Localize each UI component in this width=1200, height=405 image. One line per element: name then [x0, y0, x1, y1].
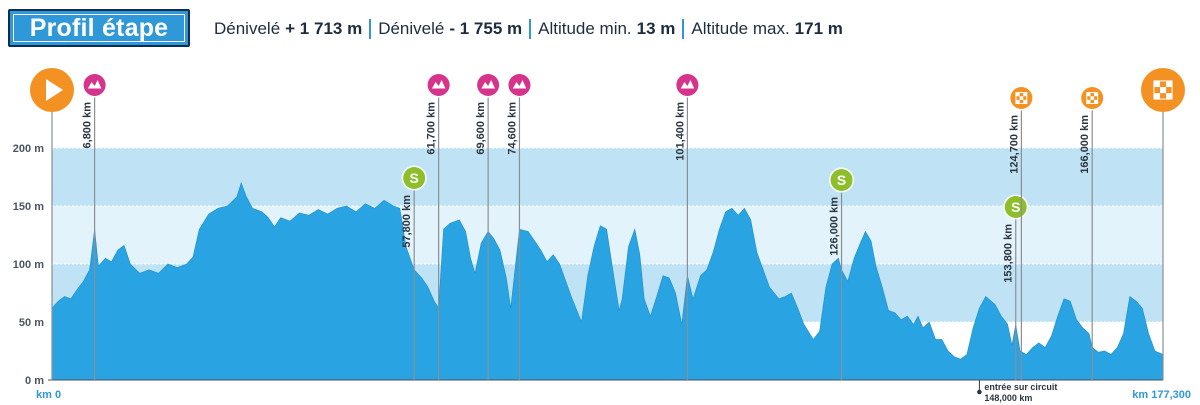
marker-kom: 6,800 km — [82, 72, 108, 380]
flag-square — [1160, 87, 1167, 94]
sprint-marker-icon — [403, 167, 426, 189]
stat-elevation-gain: Dénivelé + 1 713 m — [214, 19, 362, 39]
flag-square — [1015, 92, 1020, 97]
annotation-label: entrée sur circuit — [984, 382, 1057, 392]
stat-value: - 1 755 m — [449, 19, 523, 38]
stat-separator — [529, 19, 532, 39]
annotation-dot — [977, 389, 982, 395]
stat-altitude-min: Altitude min. 13 m — [538, 19, 675, 39]
sprint-letter: S — [837, 172, 846, 188]
marker-kom: 101,400 km — [674, 72, 700, 380]
kom-marker-icon — [477, 74, 500, 96]
marker-km-label: 124,700 km — [1008, 115, 1020, 174]
stat-label: Altitude min. — [538, 19, 632, 38]
x-tick-label: km 177,300 — [1132, 389, 1191, 401]
flag-square — [1153, 93, 1161, 100]
marker-km-label: 61,700 km — [426, 102, 438, 155]
stat-separator — [369, 19, 372, 39]
flag-square — [1086, 99, 1091, 104]
flag-outline — [1086, 92, 1099, 104]
page-title: Profil étape — [29, 13, 169, 42]
stat-separator — [682, 19, 685, 39]
stat-label: Altitude max. — [691, 19, 790, 38]
marker-sprint: S 126,000 km — [829, 167, 855, 380]
stage-profile-title-box: Profil étape — [8, 9, 190, 47]
flag-outline — [1015, 92, 1028, 104]
marker-kom: 69,600 km — [475, 72, 501, 380]
marker-km-label: 74,600 km — [506, 102, 518, 155]
flag-square — [1094, 92, 1098, 97]
marker-km-label: 166,000 km — [1079, 115, 1091, 174]
marker-km-label: 101,400 km — [674, 102, 686, 161]
marker-km-label: 153,800 km — [1003, 224, 1015, 283]
play-glyph — [46, 79, 63, 101]
y-tick-label: 100 m — [13, 259, 44, 271]
stat-label: Dénivelé — [378, 19, 445, 38]
marker-kom: 74,600 km — [506, 72, 532, 380]
stat-elevation-loss: Dénivelé - 1 755 m — [378, 19, 522, 39]
mountain-glyph — [680, 80, 695, 89]
flag-square — [1023, 99, 1027, 104]
flag-outline — [1153, 80, 1173, 100]
stage-stats: Dénivelé + 1 713 m Dénivelé - 1 755 m Al… — [214, 19, 843, 39]
marker-start — [30, 68, 74, 380]
annotation-km: 148,000 km — [984, 393, 1032, 403]
mountain-glyph — [512, 80, 527, 89]
flag-square — [1153, 80, 1161, 88]
kom-marker-icon — [508, 74, 531, 96]
stage-profile-title-inner: Profil étape — [13, 14, 185, 42]
marker-km-label: 126,000 km — [829, 197, 841, 256]
marker-km-label: 6,800 km — [82, 102, 94, 149]
y-tick-label: 150 m — [13, 201, 44, 213]
flag-square — [1166, 93, 1173, 100]
marker-sprint: S 57,800 km — [401, 165, 427, 380]
marker-finish — [1141, 68, 1185, 380]
marker-km-label: 69,600 km — [475, 102, 487, 155]
stat-value: 171 m — [794, 19, 843, 38]
flag-square — [1090, 96, 1095, 100]
marker-kom: 61,700 km — [426, 72, 452, 380]
stat-label: Dénivelé — [214, 19, 281, 38]
stat-value: + 1 713 m — [285, 19, 363, 38]
sprint-marker-icon — [830, 169, 853, 191]
kom-marker-icon — [676, 74, 699, 96]
flag-square — [1086, 92, 1091, 97]
sprint-letter: S — [1011, 199, 1020, 215]
marker-km-label: 57,800 km — [401, 195, 413, 248]
y-tick-label: 0 m — [25, 375, 44, 387]
flag-square — [1015, 99, 1020, 104]
sprint-letter: S — [410, 170, 419, 186]
kom-marker-icon — [427, 74, 450, 96]
marker-finish-line: 166,000 km — [1079, 85, 1105, 380]
altitude-band — [52, 148, 1163, 206]
mountain-glyph — [431, 80, 446, 89]
marker-finish-line: 124,700 km — [1008, 85, 1034, 380]
flag-square — [1094, 99, 1098, 104]
elevation-area — [51, 181, 1164, 381]
flag-square — [1166, 80, 1173, 88]
kom-marker-icon — [83, 74, 106, 96]
mountain-glyph — [87, 80, 102, 89]
y-tick-label: 50 m — [19, 317, 44, 329]
y-tick-label: 200 m — [13, 143, 44, 155]
flag-square — [1019, 96, 1024, 100]
stat-value: 13 m — [636, 19, 676, 38]
stat-altitude-max: Altitude max. 171 m — [691, 19, 842, 39]
x-tick-label: km 0 — [36, 389, 61, 401]
mountain-glyph — [481, 80, 496, 89]
flag-square — [1023, 92, 1027, 97]
